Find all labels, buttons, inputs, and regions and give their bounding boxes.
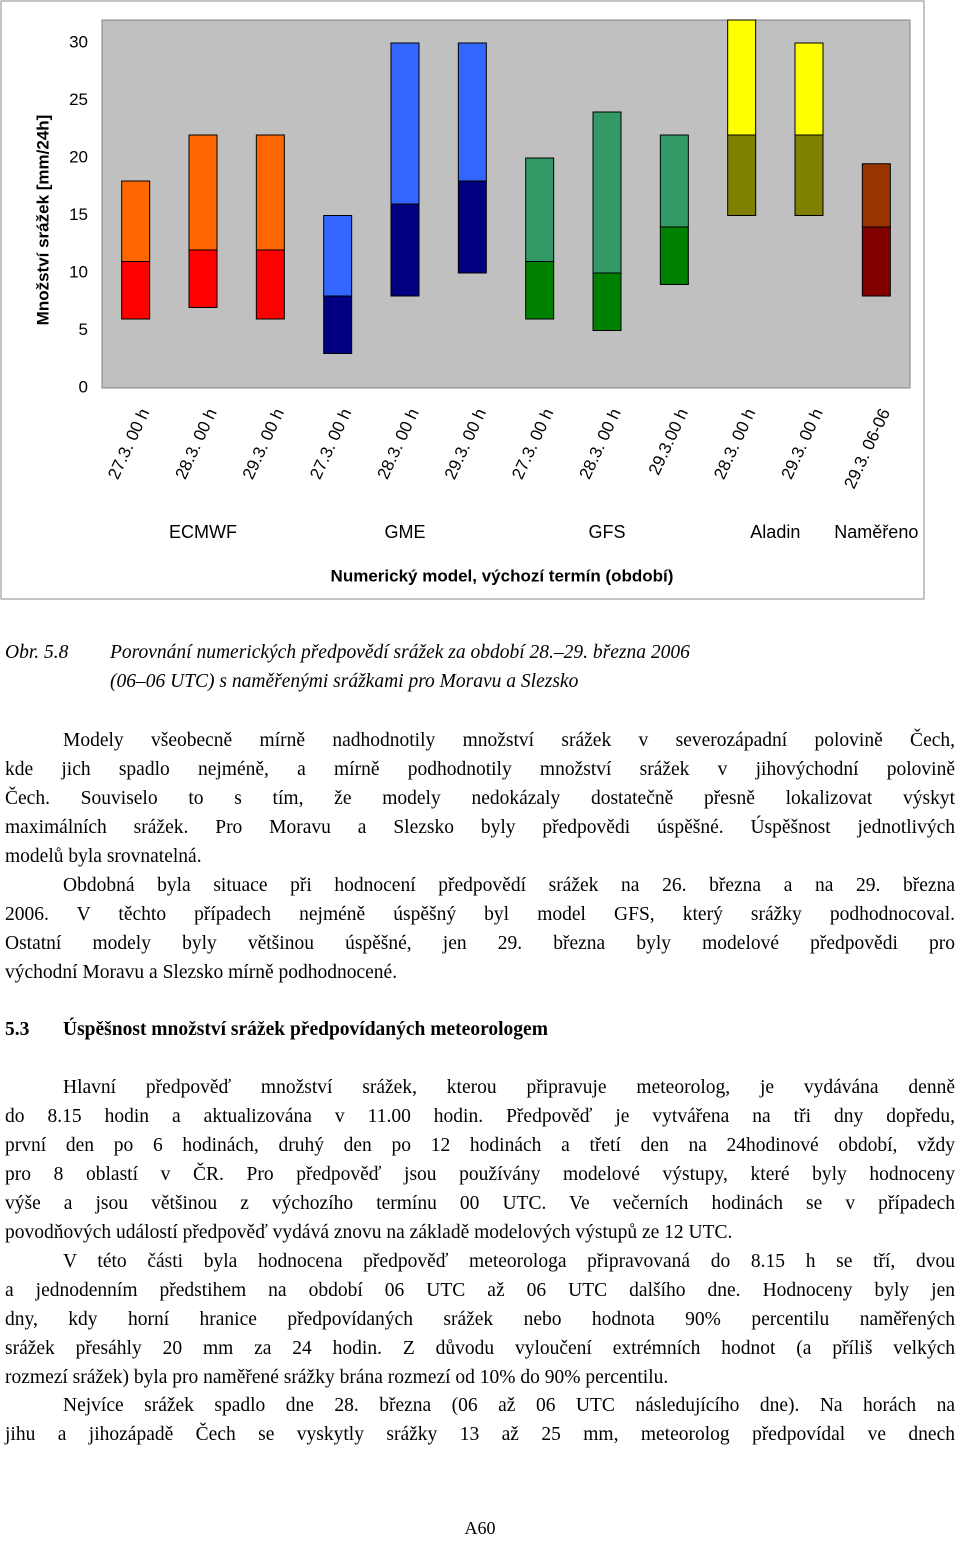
section-title: Úspěšnost množství srážek předpovídaných… [63, 1018, 548, 1040]
bar-upper [121, 180, 151, 262]
section-number: 5.3 [5, 1018, 30, 1040]
paragraph-line: maximálních srážek. Pro Moravu a Slezsko… [5, 816, 955, 838]
paragraph-line: dny, kdy horní hranice předpovídaných sr… [5, 1308, 955, 1330]
y-tick-label: 5 [79, 320, 88, 339]
bar-upper [255, 134, 285, 251]
group-label: GFS [588, 522, 625, 542]
paragraph-line: srážek přesáhly 20 mm za 24 hodin. Z dův… [5, 1337, 955, 1359]
bar-lower [121, 261, 151, 320]
bar-upper [861, 163, 891, 228]
group-label: GME [384, 522, 425, 542]
caption-line: (06–06 UTC) s naměřenými srážkami pro Mo… [110, 670, 579, 692]
y-axis-title: Množství srážek [mm/24h] [33, 115, 52, 326]
paragraph-line: kde jich spadlo nejméně, a mírně podhodn… [5, 758, 955, 780]
x-axis-title: Numerický model, výchozí termín (období) [331, 566, 674, 585]
paragraph-line: 2006. V těchto případech nejméně úspěšný… [5, 903, 955, 925]
bar-lower [525, 261, 555, 320]
paragraph-line: Čech. Souviselo to s tím, že modely nedo… [5, 787, 955, 809]
bar-upper [659, 134, 689, 228]
bar-lower [457, 180, 487, 274]
bar-upper [457, 42, 487, 182]
y-tick-label: 30 [69, 32, 88, 51]
group-label: Naměřeno [834, 522, 918, 542]
y-tick-label: 20 [69, 147, 88, 166]
bar-upper [794, 42, 824, 136]
paragraph-line: Nejvíce srážek spadlo dne 28. března (06… [63, 1394, 955, 1416]
y-tick-label: 10 [69, 262, 88, 281]
bar-upper [592, 111, 622, 274]
plot-area [101, 19, 911, 389]
bar-lower [188, 249, 218, 308]
paragraph-line: modelů byla srovnatelná. [5, 845, 202, 867]
bar-upper [323, 215, 353, 297]
bar-lower [727, 134, 757, 216]
paragraph-line: do 8.15 hodin a aktualizována v 11.00 ho… [5, 1105, 955, 1127]
bar-lower [861, 226, 891, 297]
caption-label: Obr. 5.8 [5, 641, 69, 663]
page-number: A60 [464, 1517, 496, 1538]
paragraph-line: Modely všeobecně mírně nadhodnotily množ… [63, 729, 955, 751]
paragraph-line: Ostatní modely byly většinou úspěšné, je… [5, 932, 955, 954]
y-tick-label: 25 [69, 90, 88, 109]
paragraph-line: V této části byla hodnocena předpověď me… [63, 1250, 955, 1272]
bar-upper [727, 19, 757, 136]
paragraph-line: východní Moravu a Slezsko mírně podhodno… [5, 961, 398, 983]
bar-lower [390, 203, 420, 297]
bar-lower [592, 272, 622, 331]
group-label: Aladin [750, 522, 800, 542]
chart: Množství srážek [mm/24h] Numerický model… [0, 0, 925, 600]
paragraph-line: a jednodenním předstihem na období 06 UT… [5, 1279, 955, 1301]
bar-upper [390, 42, 420, 205]
paragraph-line: výše a jsou většinou z výchozího termínu… [5, 1192, 955, 1214]
bar-lower [323, 295, 353, 354]
y-tick-label: 0 [79, 377, 88, 396]
y-tick-label: 15 [69, 205, 88, 224]
caption-line: Porovnání numerických předpovědí srážek … [110, 641, 690, 663]
bar-lower [794, 134, 824, 216]
paragraph-line: první den po 6 hodinách, druhý den po 12… [5, 1134, 955, 1156]
bar-lower [255, 249, 285, 320]
paragraph-line: Obdobná byla situace při hodnocení předp… [63, 874, 955, 896]
group-label: ECMWF [169, 522, 237, 542]
paragraph-line: rozmezí srážek) byla pro naměřené srážky… [5, 1366, 669, 1388]
bar-upper [188, 134, 218, 251]
paragraph-line: Hlavní předpověď množství srážek, kterou… [63, 1076, 955, 1098]
bar-lower [659, 226, 689, 285]
paragraph-line: pro 8 oblastí v ČR. Pro předpověď jsou p… [5, 1163, 955, 1185]
paragraph-line: povodňových událostí předpověď vydává zn… [5, 1221, 733, 1243]
bar-upper [525, 157, 555, 262]
paragraph-line: jihu a jihozápadě Čech se vyskytly srážk… [5, 1423, 955, 1445]
